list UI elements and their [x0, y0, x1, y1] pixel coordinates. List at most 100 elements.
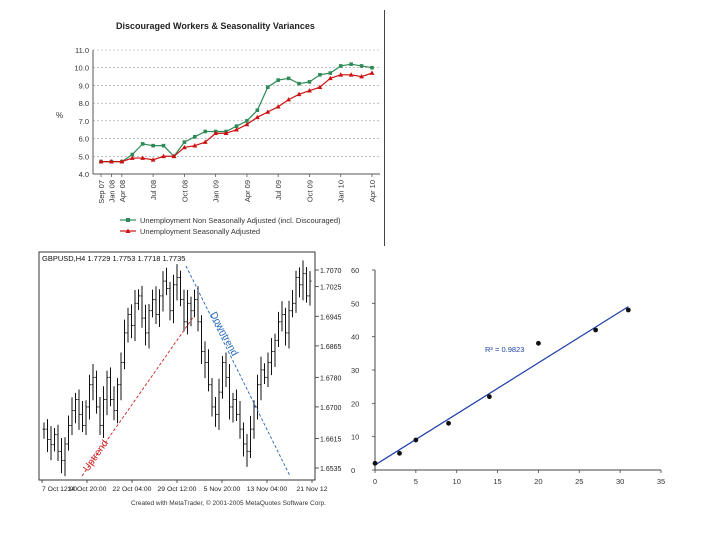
- time-tick-label: 13 Nov 04:00: [247, 486, 288, 493]
- data-point-sa: [109, 159, 114, 164]
- x-tick-labels: 0 5 10 15 20 25 30 35: [373, 470, 665, 486]
- y-tick-label: 8.0: [79, 99, 89, 108]
- data-point-sa: [338, 72, 344, 77]
- legend-marker-sa: [125, 228, 131, 233]
- data-point-nsa: [276, 78, 280, 82]
- x-tick-label: Jul 08: [149, 180, 158, 200]
- data-point-sa: [171, 153, 177, 159]
- x-tick-label: Jan 08: [107, 180, 116, 203]
- y-tick-label: 30: [351, 366, 359, 375]
- y-tick-label: 0: [351, 466, 355, 475]
- data-point-sa: [140, 155, 146, 160]
- data-point-nsa: [161, 143, 166, 148]
- scatter-point: [446, 420, 451, 426]
- x-tick-label: Apr 09: [243, 180, 252, 202]
- x-tick-labels: Sep 07 Jan 08 Apr 08 Jul 08 Oct 08 Jan 09 Apr …: [97, 174, 377, 204]
- ohlc-chart-svg: GBPUSD,H4 1.7729 1.7753 1.7718 1.7735 1.…: [38, 251, 342, 507]
- chart-divider: [384, 10, 385, 246]
- y-tick-label: 7.0: [79, 117, 89, 126]
- seasonality-line-chart: Discouraged Workers & Seasonality Varian…: [50, 10, 390, 246]
- data-point-sa: [234, 127, 239, 132]
- data-point-nsa: [328, 71, 333, 75]
- time-tick-label: 7 Oct 12:00: [42, 486, 77, 493]
- time-tick-label: 22 Oct 04:00: [113, 486, 152, 493]
- legend-label-nsa: Unemployment Non Seasonally Adjusted (in…: [140, 216, 341, 225]
- data-point-nsa: [193, 135, 197, 139]
- gbpusd-ohlc-chart: GBPUSD,H4 1.7729 1.7753 1.7718 1.7735 1.…: [36, 244, 376, 510]
- data-point-sa: [286, 97, 292, 102]
- y-tick-label: 5.0: [79, 152, 89, 161]
- data-point-nsa: [182, 140, 187, 144]
- price-tick-label: 1.6700: [320, 405, 342, 412]
- line-chart-svg: Discouraged Workers & Seasonality Varian…: [56, 21, 380, 236]
- x-tick-label: Sep 07: [97, 180, 106, 204]
- x-tick-label: 15: [493, 477, 501, 486]
- time-tick-label: 29 Oct 12:00: [158, 486, 197, 493]
- x-tick-label: Apr 08: [118, 180, 127, 202]
- price-tick-label: 1.6945: [320, 314, 342, 321]
- data-point-nsa: [151, 143, 155, 148]
- data-point-nsa: [130, 152, 135, 157]
- scatter-point: [413, 437, 419, 443]
- chart-credit: Created with MetaTrader, © 2001-2005 Met…: [131, 499, 326, 507]
- data-point-sa: [129, 155, 135, 160]
- scatter-point: [625, 307, 631, 313]
- data-point-nsa: [245, 119, 249, 123]
- x-tick-label: Jan 10: [337, 180, 346, 203]
- x-tick-label: Apr 10: [368, 180, 377, 202]
- y-gridlines: [93, 49, 380, 157]
- time-tick-label: 5 Nov 20:00: [204, 486, 241, 493]
- data-point-sa: [161, 153, 166, 159]
- data-point-nsa: [234, 124, 239, 128]
- uptrend-line: [81, 315, 195, 477]
- data-point-nsa: [140, 142, 145, 146]
- scatter-chart-svg: 0 10 20 30 40 50 60 0 5 10 15 20 25 30 35 R² = 0.9823: [351, 266, 665, 486]
- data-point-nsa: [255, 108, 260, 113]
- chart-title: Discouraged Workers & Seasonality Varian…: [116, 21, 315, 31]
- x-tick-label: Oct 09: [305, 180, 314, 202]
- data-point-nsa: [318, 73, 322, 77]
- data-point-nsa: [349, 62, 353, 66]
- data-point-nsa: [359, 64, 364, 68]
- y-tick-label: 60: [351, 266, 359, 275]
- y-tick-label: 6.0: [79, 135, 89, 144]
- data-point-sa: [223, 130, 229, 136]
- legend-marker-nsa: [126, 218, 130, 222]
- data-point-sa: [327, 75, 333, 81]
- scatter-point: [536, 340, 541, 346]
- y-tick-label: 20: [351, 399, 359, 408]
- data-point-sa: [348, 72, 354, 77]
- price-tick-labels: 1.7070 1.7025 1.6945 1.6865 1.6780 1.6700 1.66…: [315, 268, 342, 473]
- data-point-sa: [307, 88, 312, 93]
- x-tick-label: 35: [657, 477, 665, 486]
- data-point-sa: [98, 159, 104, 164]
- data-point-sa: [181, 144, 187, 150]
- scatter-point: [397, 450, 402, 456]
- x-tick-label: 5: [414, 477, 418, 486]
- data-point-sa: [202, 139, 208, 144]
- price-tick-label: 1.6615: [320, 436, 342, 443]
- chart-header: GBPUSD,H4 1.7729 1.7753 1.7718 1.7735: [42, 254, 185, 263]
- data-point-sa: [275, 104, 281, 109]
- data-point-sa: [192, 143, 198, 148]
- x-tick-label: 0: [373, 477, 377, 486]
- data-point-nsa: [370, 65, 374, 70]
- price-tick-label: 1.6780: [320, 375, 342, 382]
- data-point-nsa: [307, 80, 312, 84]
- data-point-sa: [254, 114, 260, 120]
- data-point-sa: [265, 109, 271, 114]
- data-point-sa: [369, 70, 375, 75]
- legend: Unemployment Non Seasonally Adjusted (in…: [120, 216, 341, 236]
- downtrend-line: [185, 265, 291, 477]
- data-point-sa: [150, 157, 156, 162]
- data-point-nsa: [297, 81, 301, 86]
- y-tick-label: 10: [351, 433, 359, 442]
- y-tick-label: 10.0: [74, 64, 89, 73]
- data-point-sa: [244, 121, 250, 127]
- x-tick-label: 10: [453, 477, 461, 486]
- x-tick-label: 25: [575, 477, 583, 486]
- price-tick-label: 1.6865: [320, 344, 342, 351]
- trendline: [374, 306, 629, 466]
- data-point-sa: [359, 73, 364, 79]
